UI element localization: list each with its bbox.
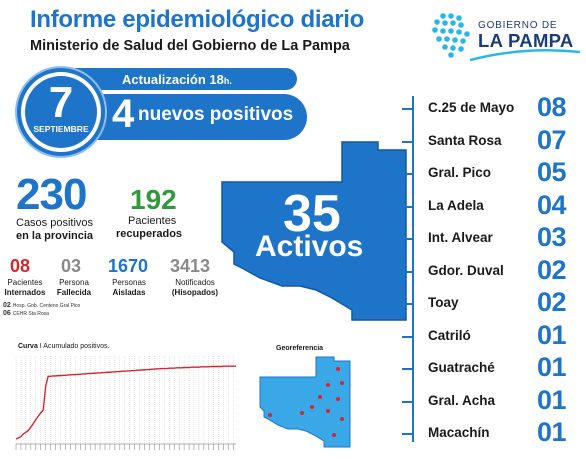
update-banner xyxy=(62,68,297,90)
department-list-rule xyxy=(412,96,414,442)
recovered-label-1: Pacientes xyxy=(128,215,177,227)
department-name: Gral. Pico xyxy=(428,165,492,180)
department-count: 04 xyxy=(537,189,567,220)
footnote-item: 02 Hosp. Gob. Centeno Gral Pico xyxy=(3,302,81,309)
department-count: 05 xyxy=(537,157,567,187)
department-tick xyxy=(402,108,414,110)
department-name: Gral. Acha xyxy=(428,392,496,408)
logo-line2: LA PAMPA xyxy=(478,30,574,51)
department-count: 07 xyxy=(537,124,567,155)
department-name: La Adela xyxy=(428,197,484,213)
map-point xyxy=(300,411,304,415)
department-tick xyxy=(402,368,414,370)
deceased-label-2: Fallecida xyxy=(56,288,92,297)
map-point xyxy=(340,417,344,421)
positive-cases-label-1: Casos positivos xyxy=(16,217,94,229)
logo-swoosh-icon xyxy=(470,48,580,62)
cumulative-curve-chart xyxy=(15,356,236,450)
department-tick xyxy=(402,303,414,305)
department-name: Santa Rosa xyxy=(428,132,502,148)
department-name: Catriló xyxy=(428,327,471,343)
active-count: 35 xyxy=(283,185,341,243)
positive-cases-count: 230 xyxy=(16,170,87,219)
department-tick xyxy=(402,335,414,338)
logo-line1: GOBIERNO DE xyxy=(478,20,558,31)
hospitalized-label-1: Pacientes xyxy=(7,278,43,287)
map-point xyxy=(268,413,272,417)
department-tick xyxy=(402,173,414,175)
department-tick xyxy=(402,205,414,208)
department-name: Macachín xyxy=(428,425,490,440)
isolated-label-2: Aisladas xyxy=(112,288,146,297)
province-map xyxy=(221,141,407,321)
isolated-count: 1670 xyxy=(108,256,149,276)
map-point xyxy=(318,395,322,399)
department-count: 02 xyxy=(537,254,567,285)
department-count: 01 xyxy=(537,352,567,382)
map-point xyxy=(326,409,330,413)
department-count: 01 xyxy=(537,417,567,447)
map-point xyxy=(336,397,340,401)
date-badge-inner xyxy=(25,76,97,148)
department-count: 01 xyxy=(537,319,567,350)
recovered-label-2: recuperados xyxy=(116,228,183,240)
notified-label-2: (Hisopados) xyxy=(171,288,219,297)
map-point xyxy=(310,405,314,409)
active-label: Activos xyxy=(255,230,364,263)
new-positives-count: 4 xyxy=(112,92,135,136)
department-count: 02 xyxy=(537,287,567,317)
department-name: Guatraché xyxy=(428,360,495,375)
hospitalized-label-2: Internados xyxy=(4,288,46,297)
department-tick xyxy=(402,238,414,240)
department-name: Toay xyxy=(428,295,459,310)
page-subtitle: Ministerio de Salud del Gobierno de La P… xyxy=(30,38,350,54)
department-tick xyxy=(402,270,414,273)
notified-label-1: Notificados xyxy=(175,278,215,287)
department-tick xyxy=(402,400,414,403)
georeference-title: Georeferencia xyxy=(276,345,324,352)
map-point xyxy=(336,367,340,371)
footnote-item: 06 CEHR Sta Rosa xyxy=(3,310,49,317)
deceased-count: 03 xyxy=(61,256,82,276)
government-logo-icon xyxy=(432,13,470,58)
department-name: C.25 de Mayo xyxy=(428,100,515,115)
recovered-count: 192 xyxy=(130,184,177,215)
update-label: Actualización 18h. xyxy=(122,72,232,87)
department-count: 03 xyxy=(537,222,567,252)
map-point xyxy=(332,433,336,437)
chart-series-line xyxy=(15,365,236,440)
positive-cases-label-2: en la provincia xyxy=(16,230,94,242)
department-name: Int. Alvear xyxy=(428,230,493,245)
department-count: 01 xyxy=(537,384,567,415)
hospitalized-count: 08 xyxy=(10,256,31,276)
georeference-map xyxy=(259,356,351,448)
date-month: SEPTIEMBRE xyxy=(33,124,89,134)
georeference-points xyxy=(268,367,344,437)
date-day: 7 xyxy=(48,78,74,127)
department-name: Gdor. Duval xyxy=(428,262,504,278)
footnotes: 02 Hosp. Gob. Centeno Gral Pico 06 CEHR St… xyxy=(3,302,80,318)
deceased-label-1: Persona xyxy=(59,278,89,287)
department-tick xyxy=(402,140,414,143)
notified-count: 3413 xyxy=(170,256,211,276)
page-title: Informe epidemiológico diario xyxy=(30,6,365,33)
department-count: 08 xyxy=(537,92,567,122)
department-tick xyxy=(402,433,414,435)
new-positives-label: nuevos positivos xyxy=(138,104,294,125)
chart-title: Curva I Acumulado positivos. xyxy=(18,343,110,350)
map-point xyxy=(326,383,330,387)
isolated-label-1: Personas xyxy=(112,278,146,287)
map-point xyxy=(340,381,344,385)
